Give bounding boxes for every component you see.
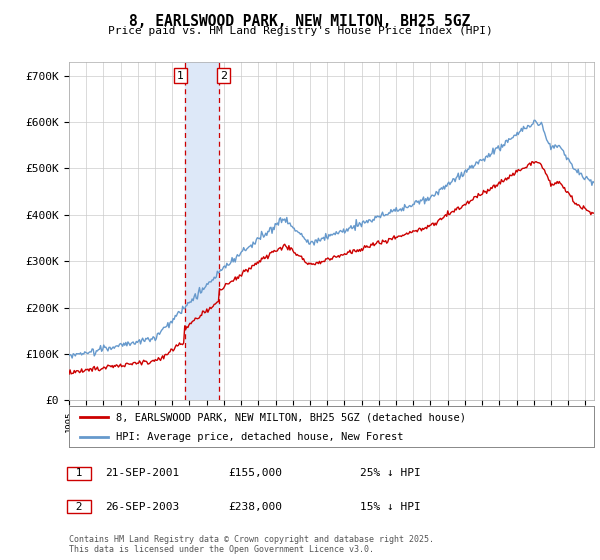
Text: 26-SEP-2003: 26-SEP-2003 (105, 502, 179, 512)
Text: 1: 1 (177, 71, 184, 81)
Text: 8, EARLSWOOD PARK, NEW MILTON, BH25 5GZ (detached house): 8, EARLSWOOD PARK, NEW MILTON, BH25 5GZ … (116, 413, 466, 422)
Text: Price paid vs. HM Land Registry's House Price Index (HPI): Price paid vs. HM Land Registry's House … (107, 26, 493, 36)
Text: 25% ↓ HPI: 25% ↓ HPI (360, 468, 421, 478)
Text: 1: 1 (69, 468, 89, 478)
Text: HPI: Average price, detached house, New Forest: HPI: Average price, detached house, New … (116, 432, 404, 442)
Text: 2: 2 (69, 502, 89, 512)
Text: £238,000: £238,000 (228, 502, 282, 512)
Text: £155,000: £155,000 (228, 468, 282, 478)
Text: Contains HM Land Registry data © Crown copyright and database right 2025.
This d: Contains HM Land Registry data © Crown c… (69, 535, 434, 554)
Text: 15% ↓ HPI: 15% ↓ HPI (360, 502, 421, 512)
Text: 2: 2 (220, 71, 227, 81)
Text: 21-SEP-2001: 21-SEP-2001 (105, 468, 179, 478)
Text: 8, EARLSWOOD PARK, NEW MILTON, BH25 5GZ: 8, EARLSWOOD PARK, NEW MILTON, BH25 5GZ (130, 14, 470, 29)
Bar (185, 62, 220, 400)
